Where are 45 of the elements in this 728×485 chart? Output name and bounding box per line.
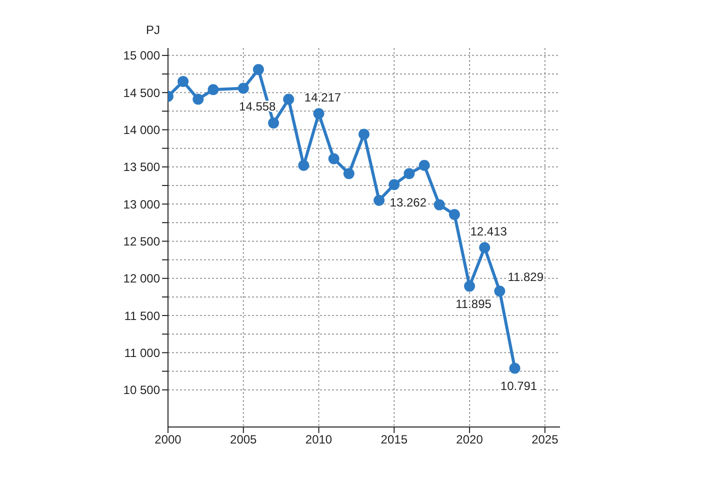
point: [374, 194, 385, 206]
point: [238, 82, 249, 94]
point: [298, 160, 310, 171]
data-label: 10.791: [500, 379, 538, 394]
data-label: 14.217: [304, 90, 342, 105]
x-tick-label: 2005: [230, 432, 258, 447]
point: [313, 108, 324, 120]
y-tick-label: 10 500: [123, 383, 160, 398]
point: [268, 118, 280, 129]
y-tick-label: 13 500: [123, 160, 160, 174]
point: [479, 242, 490, 254]
y-tick-label: 15 000: [123, 48, 160, 63]
point: [252, 64, 264, 76]
y-axis-title: PJ: [146, 23, 160, 37]
x-tick-label: 2025: [532, 432, 559, 447]
point: [343, 168, 354, 180]
point: [283, 94, 294, 105]
data-label: 11.895: [456, 297, 492, 312]
y-tick-label: 12 500: [123, 234, 160, 248]
data-label: 12.413: [470, 224, 508, 239]
point: [358, 128, 370, 140]
point: [328, 153, 340, 164]
point: [208, 84, 219, 96]
x-tick-label: 2020: [456, 432, 484, 447]
point: [404, 168, 415, 180]
x-tick-label: 2010: [305, 432, 332, 447]
y-tick-label: 12 000: [123, 272, 160, 286]
point: [509, 362, 520, 374]
y-tick-label: 11 000: [124, 346, 160, 360]
x-tick-label: 2000: [154, 432, 182, 447]
point: [388, 179, 400, 190]
point: [192, 94, 204, 105]
y-tick-label: 13 000: [123, 197, 160, 212]
point: [494, 286, 506, 297]
data-label: 13.262: [390, 196, 427, 210]
point: [178, 76, 189, 87]
point: [464, 280, 476, 292]
y-tick-label: 14 000: [123, 123, 160, 138]
y-tick-label: 14 500: [123, 86, 160, 100]
point: [448, 208, 460, 220]
point: [418, 160, 430, 171]
x-tick-label: 2015: [380, 432, 408, 447]
y-tick-label: 11 500: [124, 308, 160, 323]
point: [434, 199, 445, 210]
data-label: 11.829: [508, 270, 544, 284]
